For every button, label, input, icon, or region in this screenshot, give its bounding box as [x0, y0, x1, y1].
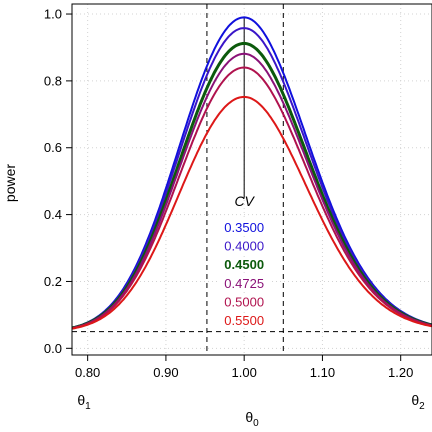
- legend-entry-cv: 0.3500: [224, 220, 264, 235]
- axes: 0.80 0.90 1.00 1.10 1.20 0.0 0.2 0.4 0.6 0.8 1.0 θ1…: [44, 7, 425, 412]
- legend-entry-cv: 0.4000: [224, 239, 264, 254]
- y-axis-label: power: [2, 164, 18, 202]
- plot-frame: [71, 3, 432, 356]
- legend-entry-bg: [218, 313, 271, 328]
- x-tick-label: 1.00: [232, 365, 257, 380]
- reference-lines: [72, 4, 432, 355]
- legend-entry-cv: 0.4725: [224, 276, 264, 291]
- legend-entry-bg: [218, 294, 271, 310]
- legend-title: CV: [234, 193, 255, 209]
- legend-entry-cv: 0.5500: [224, 313, 264, 328]
- legend-entry-bg: [218, 257, 271, 273]
- x-axis-label: θ0: [245, 409, 259, 429]
- cv-legend: CV 0.3500 0.4000 0.4500 0.4725 0.5000 0.5500: [218, 193, 271, 328]
- theta2-label: θ2: [411, 392, 425, 412]
- power-curves: [71, 16, 432, 330]
- x-tick-label: 0.90: [153, 365, 178, 380]
- x-tick-label: 1.20: [388, 365, 413, 380]
- theta1-label: θ1: [77, 392, 91, 412]
- y-tick-label: 0.8: [44, 73, 62, 88]
- legend-entry-cv: 0.5000: [224, 294, 264, 309]
- legend-entry-bg: [218, 220, 271, 235]
- legend-entry-bg: [218, 238, 271, 254]
- y-tick-label: 0.4: [44, 207, 62, 222]
- series-line-cv-0.5500: [71, 95, 432, 330]
- series-line-cv-0.4725: [71, 52, 432, 330]
- y-tick-label: 1.0: [44, 7, 62, 22]
- y-tick-label: 0.0: [44, 341, 62, 356]
- legend-entry-bg: [218, 275, 271, 291]
- x-tick-label: 0.80: [75, 365, 100, 380]
- legend-entry-cv: 0.4500: [224, 257, 264, 272]
- y-tick-label: 0.2: [44, 274, 62, 289]
- series-line-cv-0.5000: [71, 66, 432, 330]
- x-tick-label: 1.10: [310, 365, 335, 380]
- y-tick-label: 0.6: [44, 140, 62, 155]
